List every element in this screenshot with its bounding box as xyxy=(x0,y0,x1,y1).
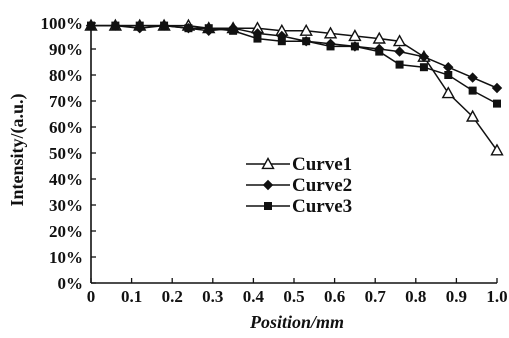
legend-marker xyxy=(261,157,275,170)
series-3 xyxy=(87,21,501,108)
data-point xyxy=(419,63,428,72)
y-axis-title: Intensity/(a.u.) xyxy=(7,93,28,206)
x-tick-label: 0.9 xyxy=(446,287,467,306)
legend-label: Curve3 xyxy=(292,196,352,217)
y-tick-label: 60% xyxy=(49,118,83,137)
data-point xyxy=(394,46,405,57)
x-tick-label: 0.3 xyxy=(202,287,223,306)
y-tick-label: 80% xyxy=(49,66,83,85)
y-tick-label: 100% xyxy=(41,14,84,33)
series-line xyxy=(91,24,498,89)
legend-marker xyxy=(264,202,272,210)
data-point xyxy=(323,26,338,39)
data-point xyxy=(299,23,313,36)
data-point xyxy=(491,82,503,94)
legend-label: Curve2 xyxy=(292,175,352,196)
legend-marker xyxy=(262,179,274,191)
x-tick-label: 0 xyxy=(87,287,96,306)
data-point xyxy=(375,47,384,56)
data-point xyxy=(277,37,286,46)
series-line xyxy=(91,24,498,105)
x-tick-label: 0.8 xyxy=(405,287,426,306)
data-point xyxy=(229,26,238,35)
y-tick-label: 20% xyxy=(49,222,83,241)
data-point xyxy=(467,72,478,83)
data-point xyxy=(350,42,359,51)
x-tick-label: 0.6 xyxy=(324,287,345,306)
data-point xyxy=(443,61,454,73)
x-tick-label: 0.7 xyxy=(365,287,387,306)
data-point xyxy=(490,143,504,156)
x-tick-label: 0.2 xyxy=(162,287,183,306)
legend-item-1: Curve1 xyxy=(246,154,352,175)
data-point xyxy=(465,109,480,122)
x-axis-title: Position/mm xyxy=(249,312,344,332)
data-point xyxy=(418,51,430,63)
legend-label: Curve1 xyxy=(292,154,352,175)
y-tick-label: 90% xyxy=(49,40,83,59)
y-tick-label: 50% xyxy=(49,144,83,163)
data-point xyxy=(444,71,453,79)
data-point xyxy=(184,24,193,33)
x-tick-label: 0.1 xyxy=(121,287,142,306)
series-group xyxy=(84,18,504,156)
data-point xyxy=(326,42,335,51)
data-point xyxy=(87,21,95,30)
data-point xyxy=(111,21,120,30)
y-tick-label: 10% xyxy=(49,248,83,267)
data-point xyxy=(348,29,362,42)
data-point xyxy=(135,21,144,30)
legend-item-2: Curve2 xyxy=(246,175,352,196)
series-line xyxy=(91,24,498,151)
data-point xyxy=(392,34,407,47)
x-tick-label: 0.4 xyxy=(243,287,265,306)
x-tick-label: 0.5 xyxy=(283,287,304,306)
data-point xyxy=(204,24,213,33)
data-point xyxy=(160,21,169,30)
data-point xyxy=(441,86,455,99)
y-tick-label: 30% xyxy=(49,196,83,215)
data-point xyxy=(493,99,501,108)
data-point xyxy=(395,60,404,69)
data-point xyxy=(468,86,477,95)
series-2 xyxy=(85,20,503,94)
y-tick-label: 40% xyxy=(49,170,83,189)
legend-item-3: Curve3 xyxy=(246,196,352,217)
x-tick-label: 1.0 xyxy=(486,287,507,306)
data-point xyxy=(302,37,311,46)
y-tick-label: 0% xyxy=(58,274,84,293)
data-point xyxy=(253,34,262,43)
axes: 0% 10% 20% 30% 40% 50% 60% 70% 80% 90% 100% 0 0.1 0.2… xyxy=(41,14,508,306)
data-point xyxy=(372,31,386,44)
series-1 xyxy=(84,18,504,156)
y-tick-label: 70% xyxy=(49,92,83,111)
